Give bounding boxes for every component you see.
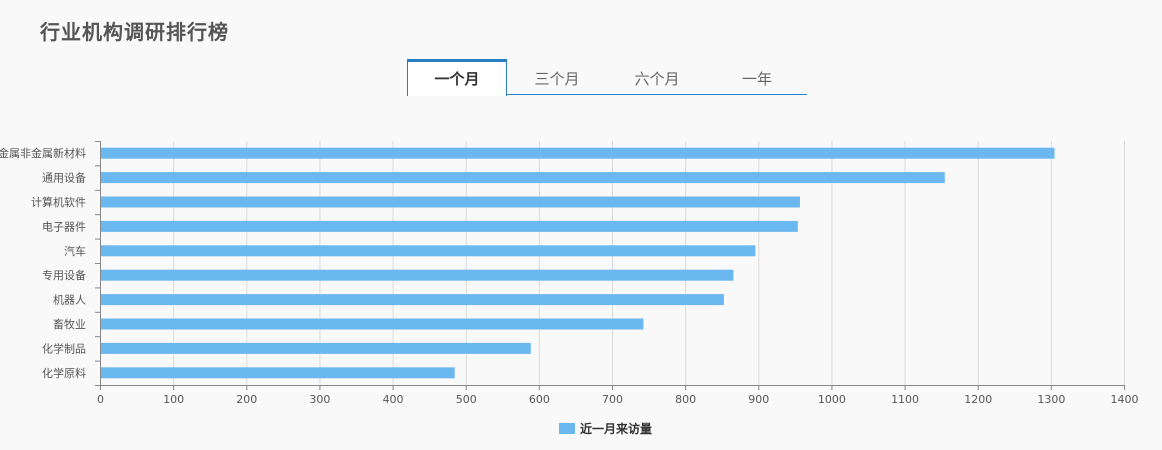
tab-six-months[interactable]: 六个月	[634, 70, 680, 88]
bar	[101, 172, 945, 184]
y-category-label: 化学原料	[42, 366, 86, 380]
bar	[101, 294, 724, 306]
x-tick-label: 500	[456, 393, 477, 406]
y-category-label: 通用设备	[42, 171, 86, 185]
x-tick-label: 1000	[818, 393, 846, 406]
bar	[101, 196, 800, 208]
page-title: 行业机构调研排行榜	[40, 20, 229, 44]
tab-one-month[interactable]: 一个月	[407, 59, 507, 96]
x-tick-label: 1400	[1111, 393, 1139, 406]
x-tick-label: 300	[309, 393, 330, 406]
bar	[101, 318, 644, 330]
bar	[101, 220, 798, 232]
x-tick-label: 1300	[1037, 393, 1065, 406]
bar	[101, 147, 1055, 159]
period-tabs: 一个月 三个月 六个月 一年	[407, 59, 807, 96]
legend-label[interactable]: 近一月来访量	[580, 421, 652, 436]
y-category-label: 化学制品	[42, 341, 86, 355]
y-category-label: 畜牧业	[53, 317, 86, 331]
x-tick-label: 400	[383, 393, 404, 406]
x-tick-label: 700	[602, 393, 623, 406]
x-tick-label: 900	[748, 393, 769, 406]
y-category-label: 汽车	[64, 244, 86, 258]
y-category-label: 金属非金属新材料	[0, 146, 86, 160]
bar	[101, 342, 531, 354]
bar	[101, 269, 734, 281]
x-tick-label: 200	[236, 393, 257, 406]
tab-one-year[interactable]: 一年	[741, 70, 772, 88]
y-category-label: 电子器件	[42, 220, 86, 233]
x-tick-label: 1200	[964, 393, 992, 406]
x-tick-label: 0	[97, 393, 104, 406]
x-tick-label: 1100	[891, 393, 919, 406]
y-category-label: 专用设备	[42, 268, 86, 282]
bar	[101, 367, 455, 379]
bar	[101, 245, 756, 257]
x-tick-label: 800	[675, 393, 696, 406]
y-category-label: 机器人	[53, 293, 86, 307]
x-tick-label: 100	[163, 393, 184, 406]
tab-three-months[interactable]: 三个月	[534, 70, 580, 88]
y-category-label: 计算机软件	[31, 195, 86, 209]
x-tick-label: 600	[529, 393, 550, 406]
legend-swatch[interactable]	[559, 423, 575, 434]
